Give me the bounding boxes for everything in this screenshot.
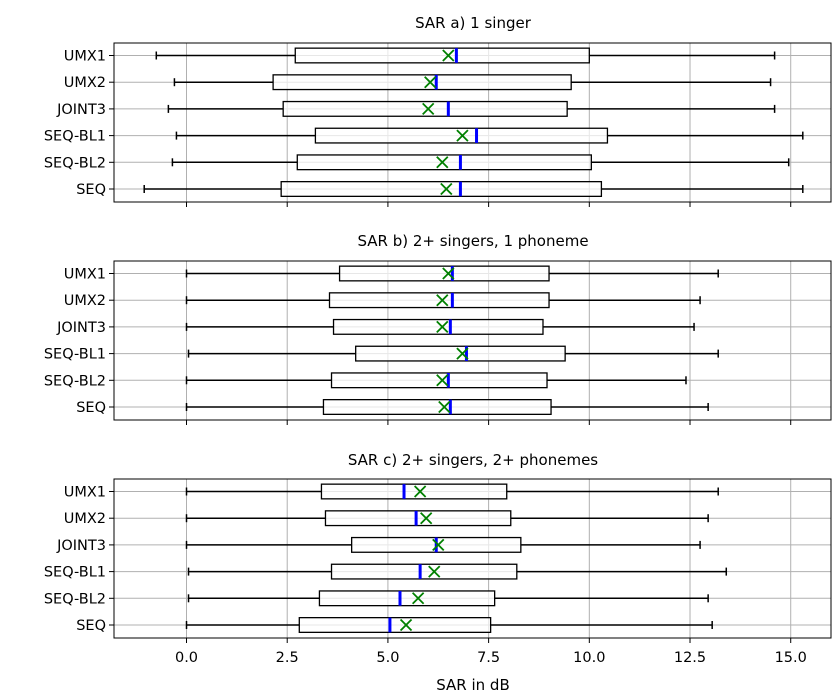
panel-title: SAR b) 2+ singers, 1 phoneme [357, 232, 588, 250]
iqr-box [330, 563, 518, 580]
mean-marker [399, 618, 413, 632]
mean-marker [411, 592, 425, 605]
x-tick-label: 0.0 [175, 650, 198, 666]
plot-frame [113, 42, 832, 203]
mean-marker [413, 485, 427, 498]
box-seq-bl2: SEQ-BL2 [44, 154, 790, 171]
iqr-box [294, 47, 590, 64]
box-umx1: UMX1 [64, 47, 776, 65]
mean-marker [438, 400, 451, 414]
x-axis-label: SAR in dB [436, 676, 510, 694]
category-label: JOINT3 [56, 102, 106, 118]
box-seq-bl1: SEQ-BL1 [44, 563, 728, 581]
panel-2plus-singers-1-phoneme: SAR b) 2+ singers, 1 phoneme UMX1 UMX2 JOI… [44, 232, 832, 425]
box-seq: SEQ [76, 398, 709, 416]
category-label: UMX1 [64, 267, 106, 283]
panel-2plus-singers-2plus-phonemes: SAR c) 2+ singers, 2+ phonemes UMX1 UMX2 J… [44, 451, 832, 643]
category-label: SEQ-BL1 [44, 129, 106, 145]
x-tick-label: 5.0 [376, 650, 399, 666]
box-umx2: UMX2 [64, 292, 701, 309]
category-label: UMX2 [64, 75, 106, 91]
iqr-box [272, 74, 572, 91]
mean-marker [456, 347, 469, 360]
mean-marker [436, 320, 449, 334]
iqr-box [328, 292, 550, 309]
box-seq-bl2: SEQ-BL2 [44, 372, 687, 389]
mean-marker [428, 565, 441, 578]
box-seq: SEQ [76, 180, 804, 198]
category-label: SEQ-BL2 [44, 155, 106, 171]
category-label: SEQ-BL1 [44, 565, 106, 581]
mean-marker [442, 49, 455, 62]
iqr-box [280, 180, 603, 197]
category-label: UMX1 [64, 49, 106, 65]
mean-marker [432, 538, 445, 552]
category-label: UMX2 [64, 511, 106, 527]
box-umx2: UMX2 [64, 74, 772, 91]
mean-marker [442, 267, 455, 280]
mean-marker [456, 129, 469, 142]
box-seq: SEQ [76, 617, 713, 634]
category-label: UMX1 [64, 485, 106, 501]
box-umx1: UMX1 [64, 265, 719, 283]
iqr-box [296, 154, 592, 171]
iqr-box [318, 590, 496, 607]
iqr-box [330, 372, 548, 389]
iqr-box [324, 510, 512, 527]
iqr-box [320, 483, 508, 500]
mean-marker [422, 102, 435, 116]
category-label: SEQ-BL2 [44, 373, 106, 389]
mean-marker [436, 374, 449, 387]
category-label: SEQ-BL1 [44, 347, 106, 363]
box-joint3: JOINT3 [56, 536, 701, 554]
panel-title: SAR a) 1 singer [415, 14, 532, 32]
mean-marker [424, 76, 437, 89]
category-label: SEQ [76, 618, 106, 634]
iqr-box [338, 265, 550, 282]
mean-marker [436, 294, 449, 307]
category-label: SEQ [76, 400, 106, 416]
box-seq-bl2: SEQ-BL2 [44, 590, 709, 607]
panel-1-singer: SAR a) 1 singer UMX1 UMX2 JOINT3 SEQ-BL1 SEQ… [44, 14, 832, 207]
box-seq-bl1: SEQ-BL1 [44, 127, 804, 145]
iqr-box [355, 345, 566, 362]
plot-frame [113, 260, 832, 421]
iqr-box [322, 398, 552, 415]
mean-marker [436, 156, 449, 169]
box-seq-bl1: SEQ-BL1 [44, 345, 719, 363]
category-label: JOINT3 [56, 320, 106, 336]
x-tick-label: 15.0 [775, 650, 807, 666]
iqr-box [332, 318, 544, 335]
x-tick-label: 2.5 [276, 650, 299, 666]
plot-frame [113, 478, 832, 639]
x-tick-label: 10.0 [573, 650, 605, 666]
x-axis: SAR in dB 0.0 2.5 5.0 7.5 10.0 12.5 15.0 [175, 650, 807, 694]
category-label: SEQ-BL2 [44, 591, 106, 607]
iqr-box [298, 617, 492, 634]
mean-marker [420, 512, 433, 525]
category-label: SEQ [76, 182, 106, 198]
box-joint3: JOINT3 [56, 100, 776, 118]
box-umx2: UMX2 [64, 510, 709, 527]
mean-marker [440, 182, 453, 196]
box-joint3: JOINT3 [56, 318, 695, 336]
category-label: JOINT3 [56, 538, 106, 554]
box-umx1: UMX1 [64, 483, 719, 501]
x-tick-label: 12.5 [674, 650, 706, 666]
category-label: UMX2 [64, 293, 106, 309]
panel-title: SAR c) 2+ singers, 2+ phonemes [348, 451, 598, 469]
x-tick-label: 7.5 [477, 650, 500, 666]
iqr-box [282, 100, 568, 117]
